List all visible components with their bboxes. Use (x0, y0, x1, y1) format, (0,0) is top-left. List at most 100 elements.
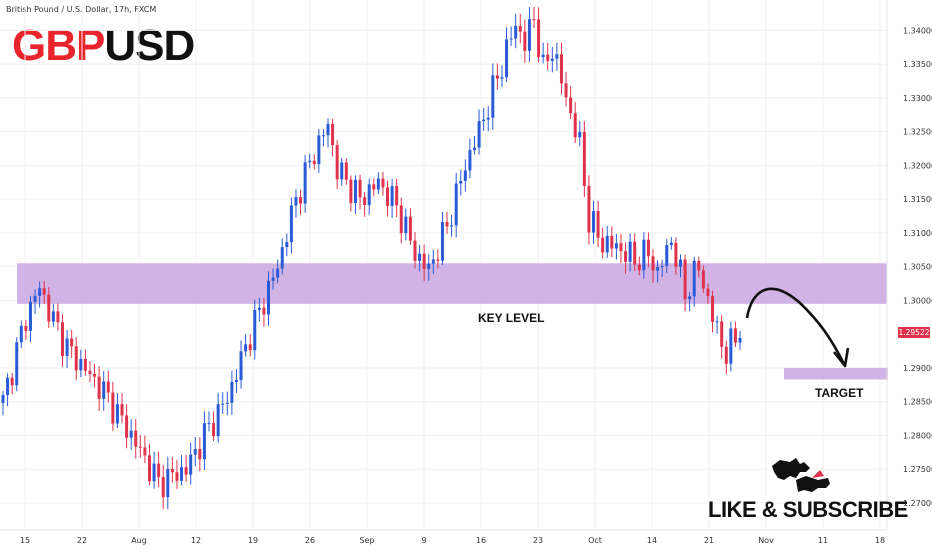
candle (363, 192, 367, 217)
candle (541, 42, 545, 64)
candle-body (83, 358, 87, 371)
candle (79, 349, 83, 378)
candle-body (157, 463, 161, 478)
candle (38, 281, 42, 308)
candle (230, 370, 234, 415)
candle-body (450, 225, 454, 227)
candle-body (202, 423, 206, 460)
candle (692, 256, 696, 307)
candle-body (225, 402, 229, 404)
candle-body (559, 54, 563, 84)
candle (97, 366, 101, 411)
candle (28, 295, 32, 343)
time-tick-label: 22 (77, 536, 87, 545)
candle (289, 197, 293, 254)
candle (102, 371, 106, 411)
candle-body (106, 381, 110, 393)
candle-body (326, 123, 330, 136)
price-tick-label: 1.29000 (903, 364, 932, 373)
candle (358, 174, 362, 210)
candle (624, 242, 628, 274)
candle-body (221, 403, 225, 405)
candle (454, 172, 458, 238)
candle-body (656, 267, 660, 271)
candle (15, 337, 19, 392)
candle (248, 333, 252, 357)
candle (711, 290, 715, 333)
candle-body (669, 242, 673, 246)
time-tick-label: 18 (875, 536, 885, 545)
candle (115, 393, 119, 428)
candle-body (454, 183, 458, 226)
candle-body (605, 235, 609, 253)
candle-body (65, 338, 69, 356)
candle (646, 232, 650, 268)
candle (573, 102, 577, 144)
time-tick-label: 16 (476, 536, 486, 545)
candle (587, 175, 591, 245)
candle (189, 442, 193, 485)
time-axis[interactable]: 15 22 Aug 12 19 26 Sep 9 16 23 Oct 14 21 Nov 11 18 (20, 536, 885, 545)
candle (280, 238, 284, 275)
candle-body (175, 472, 179, 481)
candle (477, 109, 481, 155)
candle-body (701, 270, 705, 289)
candle-body (482, 119, 486, 122)
candle-body (51, 311, 55, 322)
candle-body (678, 259, 682, 267)
candle (152, 451, 156, 489)
candle (436, 249, 440, 269)
candle (198, 437, 202, 472)
candle (317, 129, 321, 173)
candle (138, 434, 142, 458)
candle-body (399, 205, 403, 234)
candle (326, 118, 330, 148)
candle (596, 200, 600, 248)
candle (495, 63, 499, 90)
candle (500, 65, 504, 88)
candle (610, 226, 614, 258)
time-tick-label: 26 (305, 536, 315, 545)
candle (729, 321, 733, 372)
candle (486, 105, 490, 132)
candle (106, 370, 110, 403)
candle-body (633, 241, 637, 265)
price-axis[interactable]: 1.34000 1.33500 1.33000 1.32500 1.32000 1.315… (903, 26, 932, 508)
candle (642, 232, 646, 279)
time-tick-label: 21 (704, 536, 714, 545)
candle-body (10, 377, 14, 386)
candle-body (472, 147, 476, 150)
candle-body (422, 253, 426, 269)
candle (537, 7, 541, 63)
candle-body (61, 322, 65, 356)
candle-body (395, 186, 399, 206)
price-tick-label: 1.28000 (903, 431, 932, 440)
candle-body (541, 54, 545, 58)
candle (180, 455, 184, 486)
candle-body (628, 241, 632, 262)
like-subscribe-banner[interactable]: LIKE & SUBSCRIBE (708, 497, 908, 523)
candle (42, 281, 46, 305)
candle-body (115, 404, 119, 424)
candle-body (578, 131, 582, 138)
candle-body (244, 344, 248, 352)
bull-bear-logo-icon (772, 458, 830, 492)
candle-body (486, 117, 490, 120)
candle (372, 178, 376, 197)
candle (170, 456, 174, 483)
candle-body (637, 264, 641, 271)
candle-body (335, 145, 339, 180)
time-tick-label: Aug (131, 536, 147, 545)
candle (83, 349, 87, 376)
candle (376, 172, 380, 195)
candle (660, 259, 664, 277)
candle (578, 120, 582, 147)
candle (559, 42, 563, 95)
candle-body (170, 468, 174, 473)
candle (601, 227, 605, 259)
candle (125, 404, 129, 449)
candle (120, 392, 124, 424)
projection-arrowhead (832, 347, 850, 368)
candle (33, 289, 37, 314)
